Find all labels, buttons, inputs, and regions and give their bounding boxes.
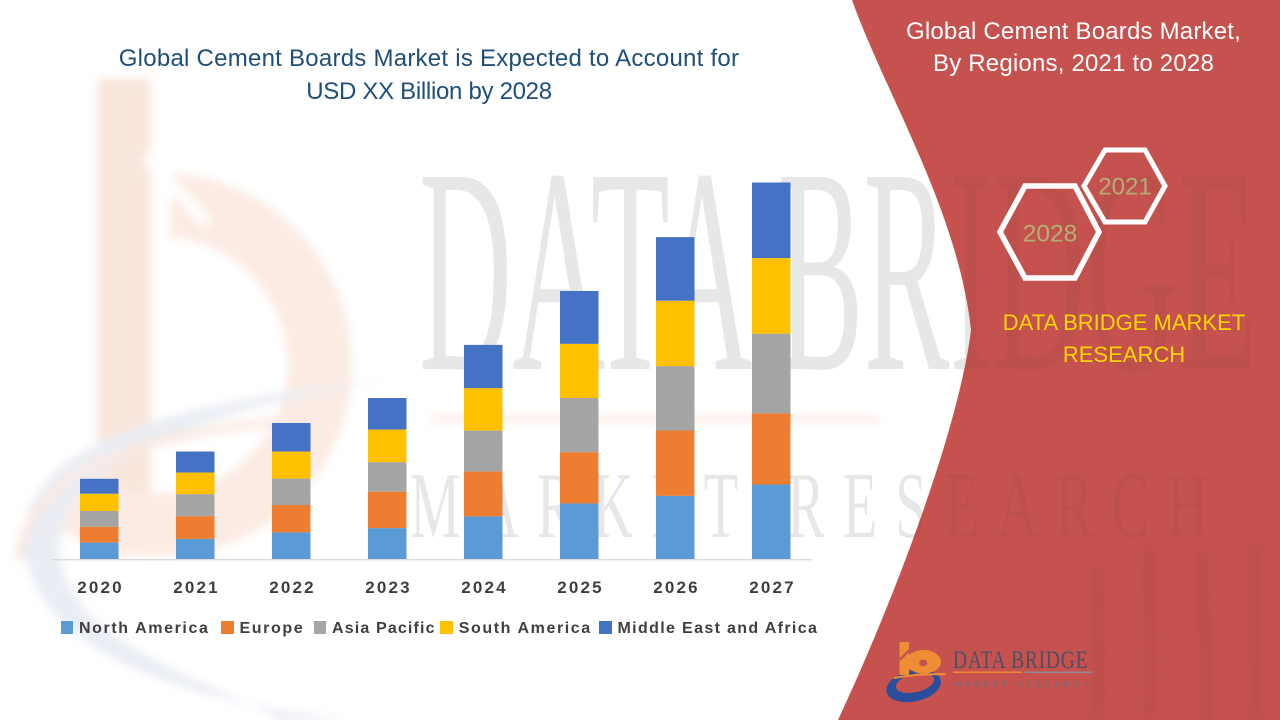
svg-text:MARKET RESEARCH: MARKET RESEARCH bbox=[954, 679, 1092, 689]
svg-text:DATA BRIDGE: DATA BRIDGE bbox=[953, 646, 1088, 674]
svg-text:2028: 2028 bbox=[1023, 221, 1078, 248]
svg-text:2021: 2021 bbox=[1098, 174, 1151, 201]
svg-text:DATA BRIDGE: DATA BRIDGE bbox=[419, 108, 1257, 433]
